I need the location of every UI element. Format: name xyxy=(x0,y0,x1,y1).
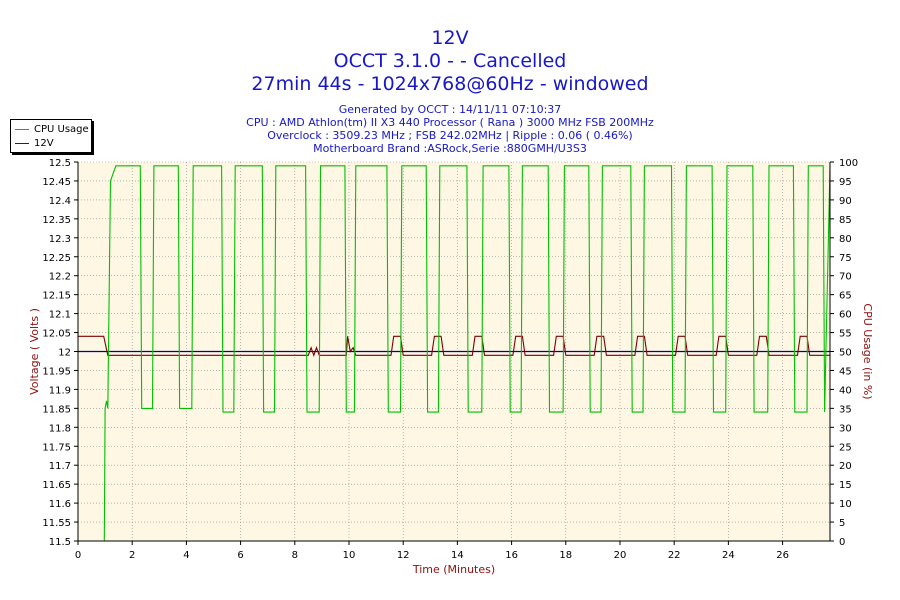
x-tick-label: 20 xyxy=(614,550,627,561)
x-axis-label: Time (Minutes) xyxy=(412,563,495,576)
y2-tick-label: 30 xyxy=(839,423,852,434)
y-tick-label: 12.15 xyxy=(42,291,71,302)
y-tick-label: 11.6 xyxy=(49,499,71,510)
y-tick-label: 11.7 xyxy=(49,461,71,472)
legend-label-cpu-usage: CPU Usage xyxy=(34,123,89,135)
x-tick-label: 24 xyxy=(722,550,735,561)
series-line-12v xyxy=(78,335,830,357)
y2-tick-label: 75 xyxy=(839,253,852,264)
y2-tick-label: 50 xyxy=(839,348,852,359)
y2-tick-label: 95 xyxy=(839,177,852,188)
x-tick-label: 12 xyxy=(397,550,410,561)
y-tick-label: 11.85 xyxy=(42,404,71,415)
x-tick-label: 18 xyxy=(559,550,572,561)
y2-tick-label: 40 xyxy=(839,385,852,396)
y-tick-label: 12.45 xyxy=(42,177,71,188)
y-tick-label: 11.8 xyxy=(49,423,71,434)
chart-title: 12V xyxy=(431,27,469,49)
y-tick-label: 11.75 xyxy=(42,442,71,453)
y-tick-label: 12.3 xyxy=(49,234,71,245)
y-tick-label: 12.5 xyxy=(49,158,71,169)
y2-tick-label: 35 xyxy=(839,404,852,415)
x-tick-label: 2 xyxy=(129,550,135,561)
y-tick-label: 11.65 xyxy=(42,480,71,491)
y-tick-label: 12.1 xyxy=(49,310,71,321)
y-axis-label: Voltage ( Volts ) xyxy=(28,308,41,395)
x-tick-label: 8 xyxy=(292,550,298,561)
x-tick-label: 26 xyxy=(776,550,789,561)
legend-label-12v: 12V xyxy=(34,137,54,149)
y2-tick-label: 25 xyxy=(839,442,852,453)
y-tick-label: 11.55 xyxy=(42,518,71,529)
y2-tick-label: 15 xyxy=(839,480,852,491)
y2-tick-label: 85 xyxy=(839,215,852,226)
x-tick-label: 14 xyxy=(451,550,464,561)
y-tick-label: 12 xyxy=(58,348,71,359)
legend-item-cpu-usage: CPU Usage xyxy=(15,122,89,136)
chart-run-info: 27min 44s - 1024x768@60Hz - windowed xyxy=(251,73,649,95)
y-tick-label: 12.4 xyxy=(49,196,71,207)
series-line-cpu-usage xyxy=(103,165,831,542)
info-generated: Generated by OCCT : 14/11/11 07:10:37 xyxy=(338,103,562,116)
y2-tick-label: 20 xyxy=(839,461,852,472)
y-tick-label: 11.95 xyxy=(42,366,71,377)
y2-tick-label: 55 xyxy=(839,329,852,340)
x-tick-label: 4 xyxy=(183,550,189,561)
y-tick-label: 11.5 xyxy=(49,537,71,548)
x-tick-label: 16 xyxy=(505,550,518,561)
x-tick-label: 6 xyxy=(237,550,243,561)
y2-tick-label: 10 xyxy=(839,499,852,510)
y2-tick-label: 45 xyxy=(839,366,852,377)
y2-axis-label: CPU Usage (in %) xyxy=(861,303,874,399)
x-tick-label: 0 xyxy=(75,550,81,561)
chart-subtitle: OCCT 3.1.0 - - Cancelled xyxy=(333,50,567,72)
info-cpu: CPU : AMD Athlon(tm) II X3 440 Processor… xyxy=(246,116,654,129)
x-tick-label: 10 xyxy=(343,550,356,561)
info-overclock: Overclock : 3509.23 MHz ; FSB 242.02MHz … xyxy=(267,129,633,142)
legend-item-12v: 12V xyxy=(15,136,54,150)
y-tick-label: 12.05 xyxy=(42,329,71,340)
y2-tick-label: 70 xyxy=(839,272,852,283)
y2-tick-label: 80 xyxy=(839,234,852,245)
y-tick-label: 12.35 xyxy=(42,215,71,226)
legend: CPU Usage 12V xyxy=(10,119,92,153)
y-tick-label: 11.9 xyxy=(49,385,71,396)
y2-tick-label: 90 xyxy=(839,196,852,207)
y-tick-label: 12.2 xyxy=(49,272,71,283)
info-motherboard: Motherboard Brand :ASRock,Serie :880GMH/… xyxy=(313,142,587,155)
y2-tick-label: 60 xyxy=(839,310,852,321)
y-tick-label: 12.25 xyxy=(42,253,71,264)
y2-tick-label: 0 xyxy=(839,537,845,548)
y2-tick-label: 65 xyxy=(839,291,852,302)
legend-swatch-cpu-usage xyxy=(15,128,29,130)
legend-swatch-12v xyxy=(15,142,29,144)
x-tick-label: 22 xyxy=(668,550,681,561)
y2-tick-label: 5 xyxy=(839,518,845,529)
y2-tick-label: 100 xyxy=(839,158,858,169)
